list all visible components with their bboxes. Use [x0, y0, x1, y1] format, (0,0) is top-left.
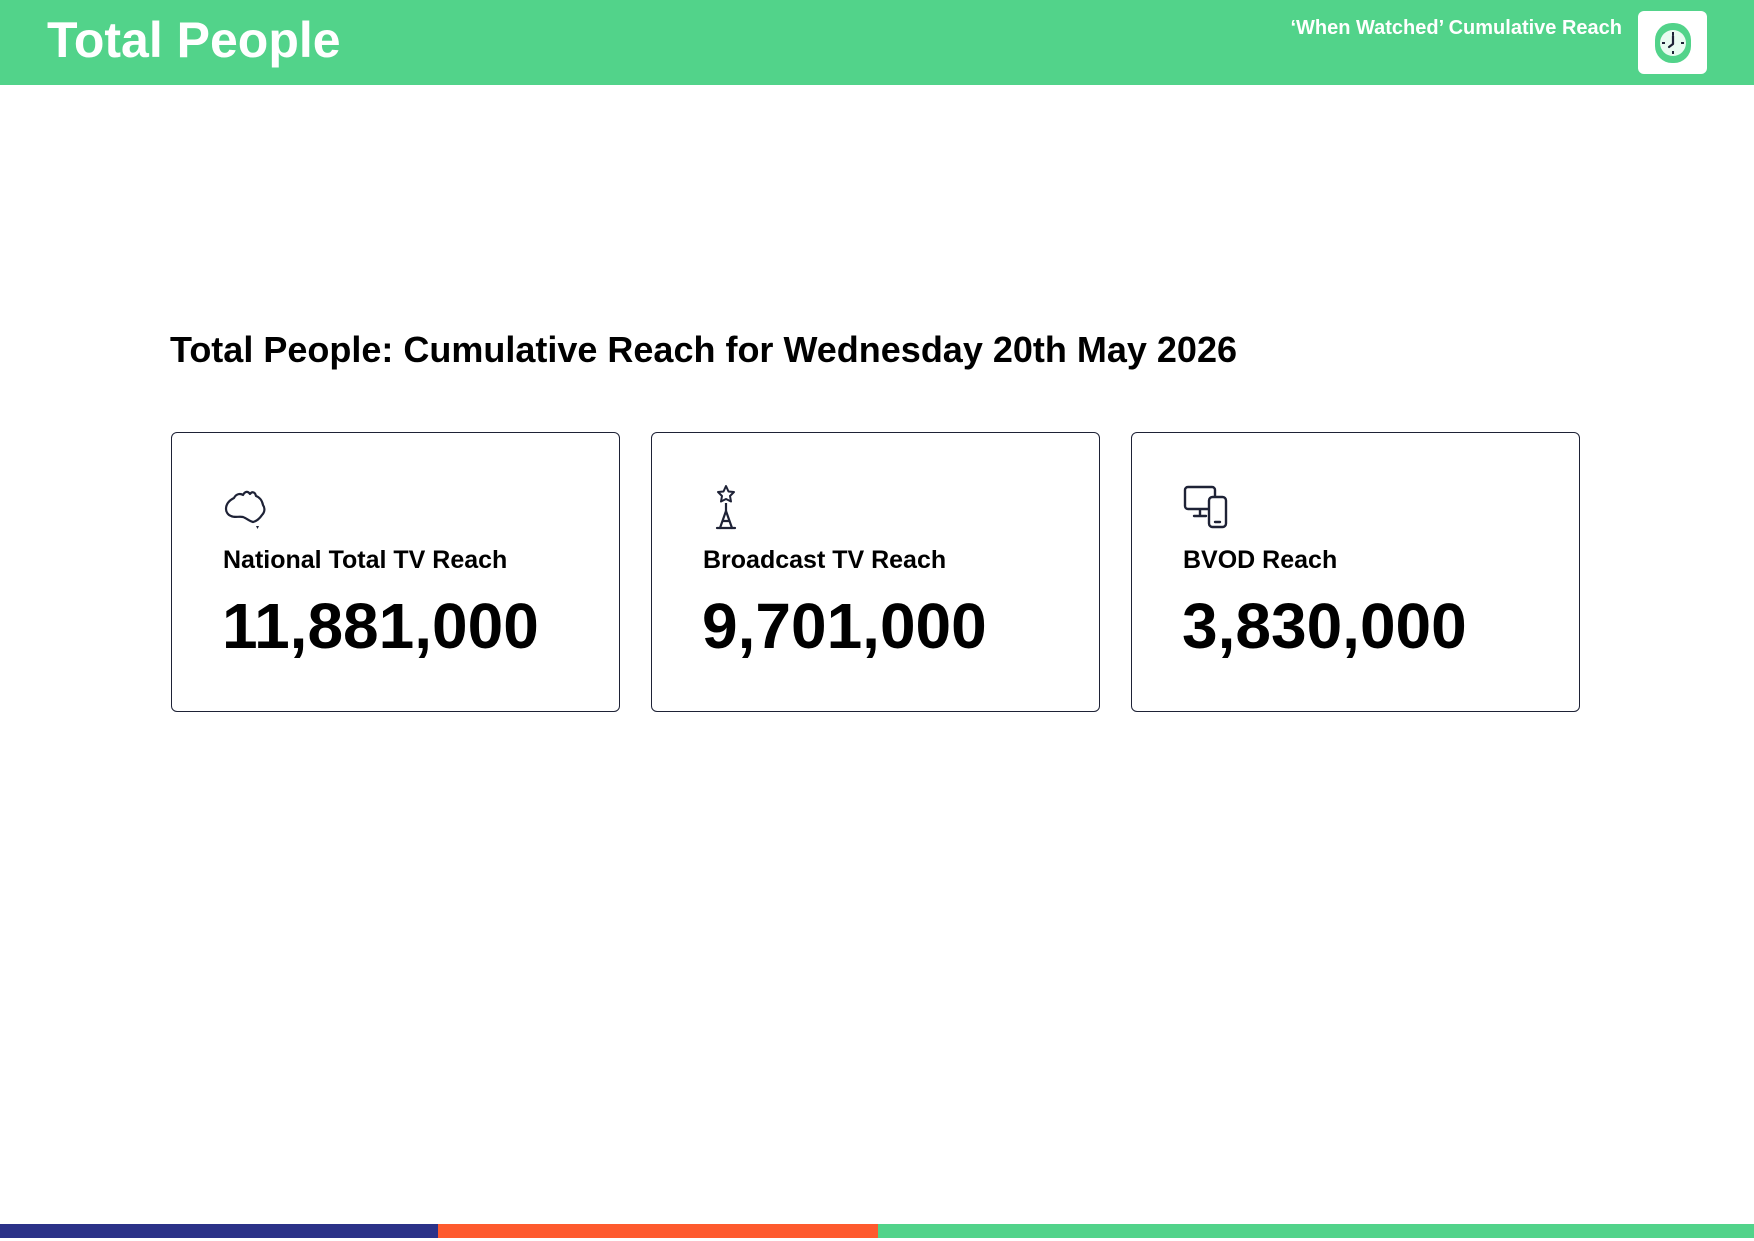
devices-icon [1183, 485, 1228, 529]
bvod-reach-card: BVOD Reach 3,830,000 [1131, 432, 1580, 712]
footer-bar-green [878, 1224, 1754, 1238]
footer-bar-orange [438, 1224, 878, 1238]
footer-bar-navy [0, 1224, 438, 1238]
card-label: Broadcast TV Reach [703, 546, 947, 574]
card-label: BVOD Reach [1183, 546, 1338, 574]
clock-logo [1638, 11, 1707, 74]
card-value: 3,830,000 [1182, 590, 1467, 662]
clock-icon [1654, 22, 1691, 63]
card-label: National Total TV Reach [223, 546, 508, 574]
header-bar: Total People ‘When Watched’ Cumulative R… [0, 0, 1754, 85]
header-title: Total People [47, 12, 341, 68]
broadcast-reach-card: Broadcast TV Reach 9,701,000 [651, 432, 1100, 712]
header-subtitle: ‘When Watched’ Cumulative Reach [1290, 17, 1622, 39]
australia-map-icon [224, 490, 266, 529]
report-title: Total People: Cumulative Reach for Wedne… [170, 329, 1237, 370]
broadcast-tower-icon [715, 485, 737, 530]
card-value: 9,701,000 [702, 590, 987, 662]
card-value: 11,881,000 [222, 590, 539, 662]
national-reach-card: National Total TV Reach 11,881,000 [171, 432, 620, 712]
